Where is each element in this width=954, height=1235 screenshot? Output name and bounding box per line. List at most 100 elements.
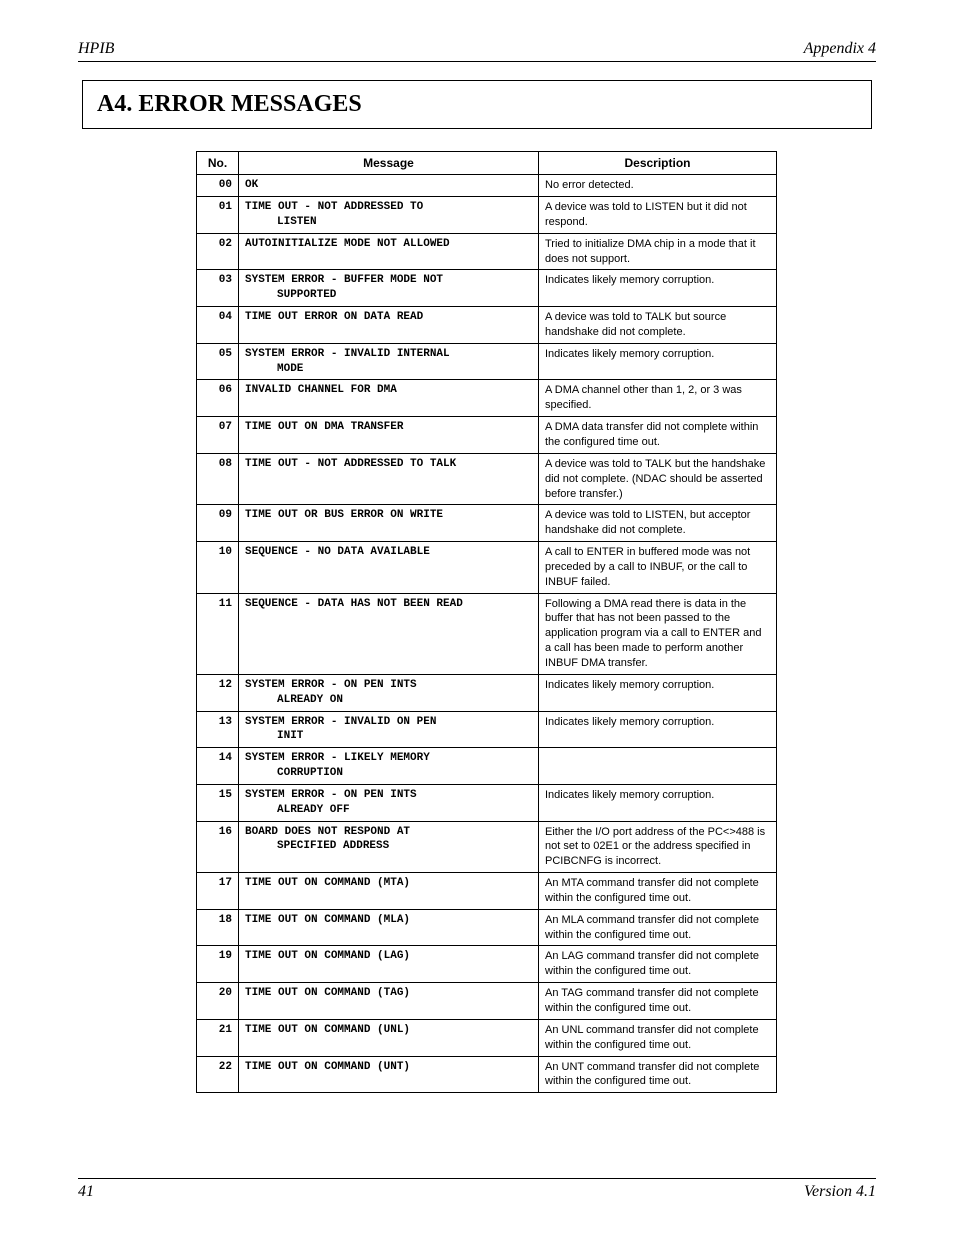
table-row: 06INVALID CHANNEL FOR DMAA DMA channel o…	[197, 380, 777, 417]
error-description: A device was told to LISTEN, but accepto…	[539, 505, 777, 542]
error-message-line1: TIME OUT ON COMMAND (MLA)	[245, 914, 410, 926]
error-table: No. Message Description 00 OK No error det…	[196, 151, 777, 1093]
error-message-line1: SEQUENCE - DATA HAS NOT BEEN READ	[245, 598, 463, 610]
error-message: INVALID CHANNEL FOR DMA	[239, 380, 539, 417]
error-number: 22	[197, 1056, 239, 1093]
table-row: 12SYSTEM ERROR - ON PEN INTSALREADY ONIn…	[197, 674, 777, 711]
error-description	[539, 748, 777, 785]
error-message: TIME OUT - NOT ADDRESSED TO LISTEN	[239, 197, 539, 234]
table-row: 20TIME OUT ON COMMAND (TAG)An TAG comman…	[197, 983, 777, 1020]
error-message: SYSTEM ERROR - INVALID ON PENINIT	[239, 711, 539, 748]
table-row: 08 TIME OUT - NOT ADDRESSED TO TALK A devi…	[197, 453, 777, 505]
table-row: 07TIME OUT ON DMA TRANSFERA DMA data tra…	[197, 417, 777, 454]
error-description: A DMA channel other than 1, 2, or 3 was …	[539, 380, 777, 417]
col-header-description: Description	[539, 152, 777, 175]
table-row: 05SYSTEM ERROR - INVALID INTERNALMODEInd…	[197, 343, 777, 380]
table-row: 02AUTOINITIALIZE MODE NOT ALLOWEDTried t…	[197, 233, 777, 270]
error-message: TIME OUT - NOT ADDRESSED TO TALK	[239, 453, 539, 505]
error-description: Either the I/O port address of the PC<>4…	[539, 821, 777, 873]
error-description: An UNL command transfer did not complete…	[539, 1019, 777, 1056]
table-row: 15SYSTEM ERROR - ON PEN INTSALREADY OFFI…	[197, 784, 777, 821]
error-number: 09	[197, 505, 239, 542]
error-number: 01	[197, 197, 239, 234]
error-message: TIME OUT ON COMMAND (TAG)	[239, 983, 539, 1020]
error-message-line1: AUTOINITIALIZE MODE NOT ALLOWED	[245, 238, 450, 250]
error-number: 05	[197, 343, 239, 380]
error-message-line2: SUPPORTED	[245, 288, 532, 303]
error-description: An UNT command transfer did not complete…	[539, 1056, 777, 1093]
error-number: 03	[197, 270, 239, 307]
error-message: TIME OUT OR BUS ERROR ON WRITE	[239, 505, 539, 542]
error-number: 21	[197, 1019, 239, 1056]
table-row: 03 SYSTEM ERROR - BUFFER MODE NOT SUPPORTE…	[197, 270, 777, 307]
error-number: 20	[197, 983, 239, 1020]
error-message-line1: SEQUENCE - NO DATA AVAILABLE	[245, 546, 430, 558]
error-message: TIME OUT ON DMA TRANSFER	[239, 417, 539, 454]
error-message-line1: SYSTEM ERROR - ON PEN INTS	[245, 789, 417, 801]
section-title: A4. ERROR MESSAGES	[82, 80, 872, 129]
table-row: 17 TIME OUT ON COMMAND (MTA) An MTA comman…	[197, 873, 777, 910]
error-number: 08	[197, 453, 239, 505]
error-number: 06	[197, 380, 239, 417]
table-row: 01TIME OUT - NOT ADDRESSED TOLISTENA dev…	[197, 197, 777, 234]
error-message: SEQUENCE - NO DATA AVAILABLE	[239, 542, 539, 594]
footer-right: Version 4.1	[804, 1183, 876, 1201]
error-description: A DMA data transfer did not complete wit…	[539, 417, 777, 454]
error-description: An MTA command transfer did not complete…	[539, 873, 777, 910]
error-message: SYSTEM ERROR - ON PEN INTS ALREADY ON	[239, 674, 539, 711]
error-message-line1: TIME OUT ON COMMAND (LAG)	[245, 950, 410, 962]
error-message: TIME OUT ON COMMAND (MTA)	[239, 873, 539, 910]
error-message: SYSTEM ERROR - ON PEN INTSALREADY OFF	[239, 784, 539, 821]
table-row: 14SYSTEM ERROR - LIKELY MEMORYCORRUPTION	[197, 748, 777, 785]
error-description: An MLA command transfer did not complete…	[539, 909, 777, 946]
error-number: 18	[197, 909, 239, 946]
error-message-line1: TIME OUT ERROR ON DATA READ	[245, 311, 423, 323]
error-message-line1: TIME OUT ON COMMAND (MTA)	[245, 877, 410, 889]
table-row: 22 TIME OUT ON COMMAND (UNT) An UNT comman…	[197, 1056, 777, 1093]
error-description: A device was told to TALK but the handsh…	[539, 453, 777, 505]
table-row: 09 TIME OUT OR BUS ERROR ON WRITE A device…	[197, 505, 777, 542]
header-right: Appendix 4	[804, 40, 876, 58]
table-header-row: No. Message Description	[197, 152, 777, 175]
table-row: 19TIME OUT ON COMMAND (LAG)An LAG comman…	[197, 946, 777, 983]
error-number: 16	[197, 821, 239, 873]
error-message: TIME OUT ON COMMAND (LAG)	[239, 946, 539, 983]
page: HPIB Appendix 4 A4. ERROR MESSAGES No. M…	[0, 0, 954, 1235]
error-number: 15	[197, 784, 239, 821]
error-message: SYSTEM ERROR - LIKELY MEMORYCORRUPTION	[239, 748, 539, 785]
error-number: 17	[197, 873, 239, 910]
col-header-message: Message	[239, 152, 539, 175]
error-message: TIME OUT ON COMMAND (UNT)	[239, 1056, 539, 1093]
error-description: A device was told to TALK but source han…	[539, 307, 777, 344]
error-number: 04	[197, 307, 239, 344]
error-message-line1: TIME OUT ON COMMAND (UNT)	[245, 1061, 410, 1073]
error-description: No error detected.	[539, 175, 777, 197]
table-row: 13SYSTEM ERROR - INVALID ON PENINITIndic…	[197, 711, 777, 748]
error-number: 11	[197, 593, 239, 674]
error-message: SYSTEM ERROR - INVALID INTERNALMODE	[239, 343, 539, 380]
error-message-line1: TIME OUT - NOT ADDRESSED TO TALK	[245, 458, 456, 470]
error-message-line2: LISTEN	[245, 215, 532, 230]
error-message-line1: SYSTEM ERROR - BUFFER MODE NOT	[245, 274, 443, 286]
col-header-no: No.	[197, 152, 239, 175]
error-message-line1: BOARD DOES NOT RESPOND AT	[245, 826, 410, 838]
error-number: 07	[197, 417, 239, 454]
error-message-line1: SYSTEM ERROR - INVALID INTERNAL	[245, 348, 450, 360]
header-left: HPIB	[78, 40, 114, 58]
error-number: 14	[197, 748, 239, 785]
error-message-line1: OK	[245, 179, 258, 191]
error-message-line1: SYSTEM ERROR - ON PEN INTS	[245, 679, 417, 691]
error-message-line2: CORRUPTION	[245, 766, 532, 781]
error-message-line1: TIME OUT - NOT ADDRESSED TO	[245, 201, 423, 213]
error-message-line1: TIME OUT OR BUS ERROR ON WRITE	[245, 509, 443, 521]
error-message: SYSTEM ERROR - BUFFER MODE NOT SUPPORTED	[239, 270, 539, 307]
error-number: 00	[197, 175, 239, 197]
error-message-line2: ALREADY ON	[245, 693, 532, 708]
error-number: 02	[197, 233, 239, 270]
table-row: 10SEQUENCE - NO DATA AVAILABLEA call to …	[197, 542, 777, 594]
error-description: Indicates likely memory corruption.	[539, 784, 777, 821]
header-bar: HPIB Appendix 4	[78, 40, 876, 62]
table-row: 18 TIME OUT ON COMMAND (MLA) An MLA comman…	[197, 909, 777, 946]
error-number: 12	[197, 674, 239, 711]
error-description: Indicates likely memory corruption.	[539, 270, 777, 307]
